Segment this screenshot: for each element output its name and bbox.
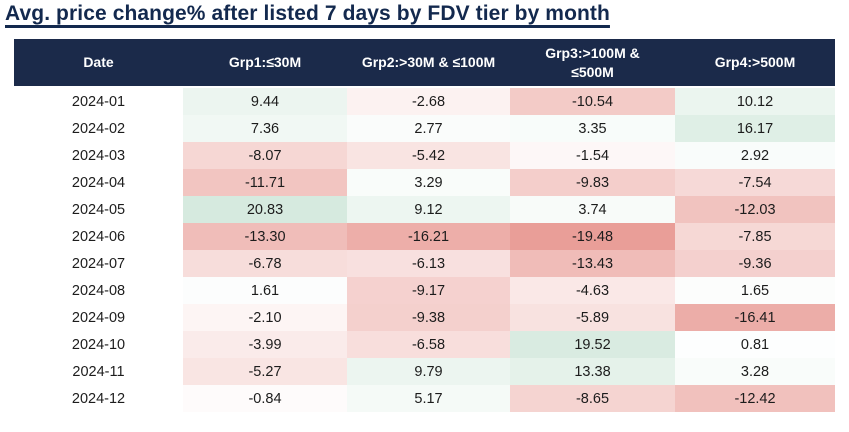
fdv-heatmap-table: Date Grp1:≤30M Grp2:>30M & ≤100M Grp3:>1…: [14, 39, 835, 412]
date-cell: 2024-03: [14, 142, 183, 169]
table-row: 2024-01 9.44 -2.68 -10.54 10.12: [14, 87, 835, 115]
value-cell: 20.83: [183, 196, 347, 223]
table-row: 2024-12 -0.84 5.17 -8.65 -12.42: [14, 385, 835, 412]
header-grp2: Grp2:>30M & ≤100M: [347, 39, 510, 88]
value-cell: -16.41: [675, 304, 835, 331]
table-row: 2024-11 -5.27 9.79 13.38 3.28: [14, 358, 835, 385]
value-cell: -12.42: [675, 385, 835, 412]
header-grp3-label: Grp3:>100M & ≤500M: [545, 44, 640, 80]
value-cell: -4.63: [510, 277, 675, 304]
value-cell: 3.29: [347, 169, 510, 196]
value-cell: 7.36: [183, 115, 347, 142]
value-cell: 3.28: [675, 358, 835, 385]
date-cell: 2024-12: [14, 385, 183, 412]
value-cell: -9.36: [675, 250, 835, 277]
table-row: 2024-08 1.61 -9.17 -4.63 1.65: [14, 277, 835, 304]
value-cell: -5.42: [347, 142, 510, 169]
table-header: Date Grp1:≤30M Grp2:>30M & ≤100M Grp3:>1…: [14, 39, 835, 88]
value-cell: 16.17: [675, 115, 835, 142]
value-cell: -5.27: [183, 358, 347, 385]
value-cell: -9.17: [347, 277, 510, 304]
value-cell: -10.54: [510, 87, 675, 115]
table-row: 2024-06 -13.30 -16.21 -19.48 -7.85: [14, 223, 835, 250]
date-cell: 2024-09: [14, 304, 183, 331]
value-cell: -13.43: [510, 250, 675, 277]
value-cell: 2.92: [675, 142, 835, 169]
date-cell: 2024-06: [14, 223, 183, 250]
header-row: Date Grp1:≤30M Grp2:>30M & ≤100M Grp3:>1…: [14, 39, 835, 88]
value-cell: 10.12: [675, 87, 835, 115]
value-cell: -9.38: [347, 304, 510, 331]
value-cell: 9.79: [347, 358, 510, 385]
value-cell: 5.17: [347, 385, 510, 412]
value-cell: 19.52: [510, 331, 675, 358]
table-row: 2024-09 -2.10 -9.38 -5.89 -16.41: [14, 304, 835, 331]
date-cell: 2024-05: [14, 196, 183, 223]
table-row: 2024-10 -3.99 -6.58 19.52 0.81: [14, 331, 835, 358]
table-row: 2024-04 -11.71 3.29 -9.83 -7.54: [14, 169, 835, 196]
value-cell: -19.48: [510, 223, 675, 250]
value-cell: -7.54: [675, 169, 835, 196]
date-cell: 2024-11: [14, 358, 183, 385]
date-cell: 2024-10: [14, 331, 183, 358]
value-cell: -5.89: [510, 304, 675, 331]
date-cell: 2024-02: [14, 115, 183, 142]
value-cell: 1.65: [675, 277, 835, 304]
value-cell: -12.03: [675, 196, 835, 223]
heatmap-body: 2024-01 9.44 -2.68 -10.54 10.12 2024-02 7.36 2.…: [14, 87, 835, 412]
value-cell: -6.13: [347, 250, 510, 277]
value-cell: -11.71: [183, 169, 347, 196]
value-cell: -16.21: [347, 223, 510, 250]
value-cell: -6.78: [183, 250, 347, 277]
value-cell: -7.85: [675, 223, 835, 250]
value-cell: 13.38: [510, 358, 675, 385]
table-row: 2024-05 20.83 9.12 3.74 -12.03: [14, 196, 835, 223]
date-cell: 2024-01: [14, 87, 183, 115]
header-date: Date: [14, 39, 183, 88]
value-cell: 3.74: [510, 196, 675, 223]
value-cell: -8.07: [183, 142, 347, 169]
value-cell: 9.12: [347, 196, 510, 223]
table-row: 2024-07 -6.78 -6.13 -13.43 -9.36: [14, 250, 835, 277]
value-cell: -3.99: [183, 331, 347, 358]
date-cell: 2024-08: [14, 277, 183, 304]
value-cell: 2.77: [347, 115, 510, 142]
value-cell: 0.81: [675, 331, 835, 358]
value-cell: -8.65: [510, 385, 675, 412]
value-cell: -2.68: [347, 87, 510, 115]
value-cell: 3.35: [510, 115, 675, 142]
table-row: 2024-03 -8.07 -5.42 -1.54 2.92: [14, 142, 835, 169]
value-cell: -6.58: [347, 331, 510, 358]
value-cell: 9.44: [183, 87, 347, 115]
header-grp4: Grp4:>500M: [675, 39, 835, 88]
value-cell: -1.54: [510, 142, 675, 169]
header-grp1: Grp1:≤30M: [183, 39, 347, 88]
date-cell: 2024-04: [14, 169, 183, 196]
date-cell: 2024-07: [14, 250, 183, 277]
table-row: 2024-02 7.36 2.77 3.35 16.17: [14, 115, 835, 142]
header-grp3: Grp3:>100M & ≤500M: [510, 39, 675, 88]
value-cell: -0.84: [183, 385, 347, 412]
value-cell: -9.83: [510, 169, 675, 196]
value-cell: 1.61: [183, 277, 347, 304]
value-cell: -13.30: [183, 223, 347, 250]
page-title: Avg. price change% after listed 7 days b…: [5, 2, 610, 25]
value-cell: -2.10: [183, 304, 347, 331]
